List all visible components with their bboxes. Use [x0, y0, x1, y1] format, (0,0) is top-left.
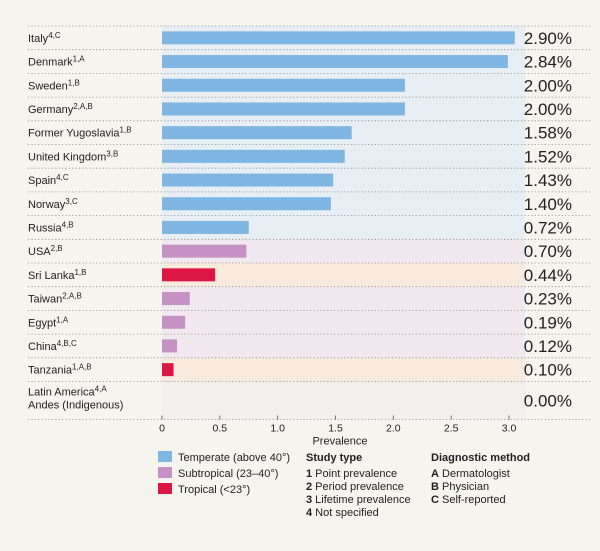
percent-label: 1.58% [524, 124, 572, 143]
bar [162, 197, 331, 211]
bar [162, 292, 190, 306]
country-label: Spain4,C [28, 173, 69, 187]
percent-label: 2.90% [524, 29, 572, 48]
bar [162, 149, 345, 163]
country-label: Egypt1,A [28, 315, 69, 329]
x-axis-title: Prevalence [312, 436, 367, 448]
bars [162, 31, 515, 377]
x-tick-label: 0.5 [213, 423, 228, 435]
legend-swatch-temperate [158, 451, 172, 462]
study-type-item: 2 Period prevalence [306, 481, 404, 493]
diagnostic-method-item: B Physician [431, 481, 489, 493]
bar [162, 339, 178, 353]
country-label: Germany2,A,B [28, 102, 93, 116]
country-labels: Italy4,C Denmark1,A Sweden1,B Germany2,A,B F… [28, 31, 132, 412]
row-band [162, 310, 525, 335]
bar [162, 220, 249, 234]
row-band [162, 357, 525, 382]
bar [162, 268, 216, 282]
x-tick-label: 2.0 [386, 423, 401, 435]
country-label: Latin America4,A [28, 385, 107, 399]
study-type-item: 3 Lifetime prevalence [306, 494, 411, 506]
percent-labels: 2.90% 2.84% 2.00% 2.00% 1.58% 1.52% 1.43% 1.40%… [524, 29, 572, 411]
row-band [162, 263, 525, 287]
legend-label-subtropical: Subtropical (23–40°) [178, 468, 278, 480]
percent-label: 2.00% [524, 100, 572, 119]
row-band [162, 239, 525, 263]
percent-label: 0.10% [524, 361, 572, 380]
percent-label: 0.70% [524, 242, 572, 261]
study-type-item: 1 Point prevalence [306, 468, 397, 480]
row-band [162, 381, 525, 420]
row-band [162, 334, 525, 358]
country-label: Tanzania1,A,B [28, 363, 92, 377]
percent-label: 0.12% [524, 337, 572, 356]
percent-label: 2.84% [524, 53, 572, 72]
percent-label: 0.19% [524, 313, 572, 332]
bar [162, 244, 247, 258]
x-tick-label: 1.5 [328, 423, 343, 435]
x-tick-label: 2.5 [444, 423, 459, 435]
bar [162, 78, 405, 92]
diagnostic-method-item: A Dermatologist [431, 468, 510, 480]
percent-label: 0.44% [524, 266, 572, 285]
legend-label-tropical: Tropical (<23°) [178, 484, 250, 496]
country-label: Sri Lanka1,B [28, 268, 87, 282]
legend-label-temperate: Temperate (above 40°) [178, 452, 290, 464]
bar [162, 173, 334, 187]
bar [162, 315, 186, 329]
study-type-title: Study type [306, 452, 362, 464]
percent-label: 2.00% [524, 76, 572, 95]
country-label: United Kingdom3,B [28, 149, 118, 163]
study-type-item: 4 Not specified [306, 507, 379, 519]
x-axis: 0 0.5 1.0 1.5 2.0 2.5 3.0 [159, 415, 517, 435]
percent-label: 0.23% [524, 290, 572, 309]
percent-label: 1.43% [524, 171, 572, 190]
country-label-line2: Andes (Indigenous) [28, 400, 123, 412]
country-label: Former Yugoslavia1,B [28, 126, 132, 140]
country-label: Taiwan2,A,B [28, 292, 82, 306]
x-tick-label: 3.0 [502, 423, 517, 435]
percent-label: 1.40% [524, 195, 572, 214]
bar [162, 126, 352, 140]
diagnostic-method-title: Diagnostic method [431, 452, 530, 464]
legend-swatch-subtropical [158, 467, 172, 478]
country-label: China4,B,C [28, 339, 77, 353]
country-label: Norway3,C [28, 197, 78, 211]
x-tick-label: 0 [159, 423, 165, 435]
row-band [162, 286, 525, 311]
country-label: Sweden1,B [28, 78, 80, 92]
percent-label: 1.52% [524, 147, 572, 166]
country-label: Denmark1,A [28, 55, 85, 69]
bar [162, 363, 174, 377]
x-tick-label: 1.0 [270, 423, 285, 435]
diagnostic-method-item: C Self-reported [431, 494, 506, 506]
country-label: Italy4,C [28, 31, 61, 45]
bar [162, 102, 405, 116]
row-band [162, 215, 525, 240]
legend-swatch-tropical [158, 483, 172, 494]
country-label: Russia4,B [28, 220, 74, 234]
percent-label: 0.00% [524, 392, 572, 411]
bar [162, 55, 508, 69]
percent-label: 0.72% [524, 218, 572, 237]
legend: Temperate (above 40°) Subtropical (23–40°… [158, 451, 530, 519]
bar [162, 31, 515, 45]
country-label: USA2,B [28, 244, 63, 258]
